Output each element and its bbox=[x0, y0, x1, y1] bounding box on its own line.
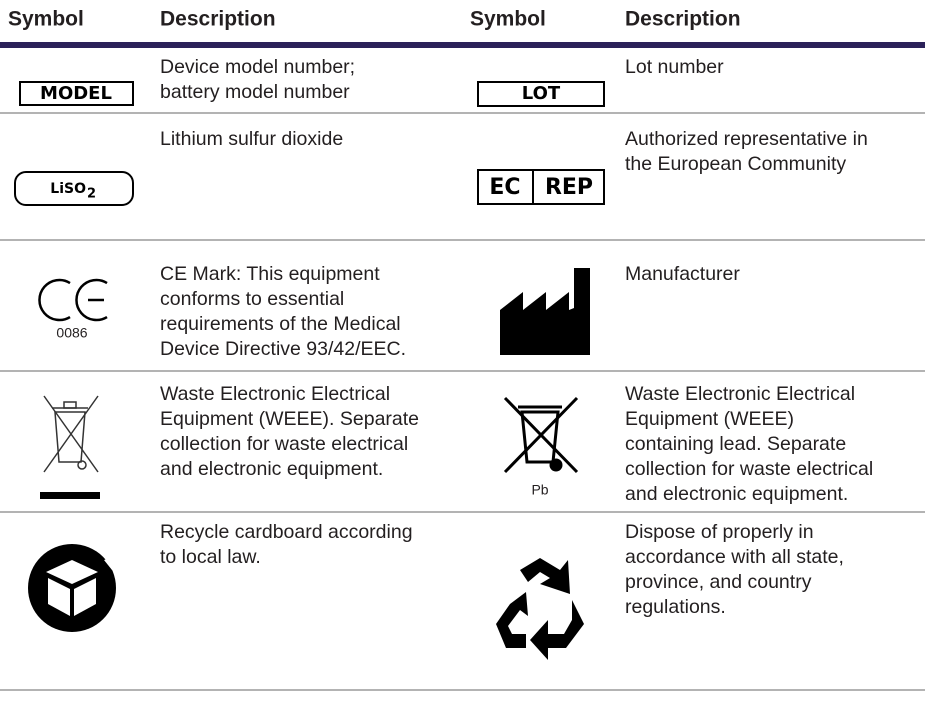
lot-box bbox=[477, 81, 605, 107]
lot-symbol: LOT bbox=[522, 83, 561, 104]
description-line: Device model number; bbox=[160, 56, 355, 78]
description-line: and electronic equipment. bbox=[160, 458, 383, 480]
model-box bbox=[19, 81, 134, 106]
ec-symbol: EC bbox=[489, 175, 520, 200]
weee-bar bbox=[40, 492, 100, 499]
pb-label: Pb bbox=[531, 482, 548, 498]
description-line: the European Community bbox=[625, 153, 846, 175]
weee-pb-icon bbox=[503, 396, 579, 474]
recycle-icon bbox=[496, 558, 584, 660]
description-line: Recycle cardboard according bbox=[160, 521, 413, 543]
description-line: collection for waste electrical bbox=[625, 458, 873, 480]
description-line: and electronic equipment. bbox=[625, 483, 848, 505]
description-line: collection for waste electrical bbox=[160, 433, 408, 455]
liso2-box bbox=[14, 171, 134, 206]
description-line: Waste Electronic Electrical bbox=[625, 383, 855, 405]
ce-number: 0086 bbox=[56, 325, 87, 341]
header-rule bbox=[0, 42, 925, 48]
description-line: province, and country bbox=[625, 571, 812, 593]
weee-icon bbox=[43, 395, 99, 473]
model-symbol: MODEL bbox=[40, 83, 112, 104]
description-line: battery model number bbox=[160, 81, 350, 103]
description-line: Lithium sulfur dioxide bbox=[160, 128, 343, 150]
description-line: Authorized representative in bbox=[625, 128, 868, 150]
header-cell: Symbol bbox=[470, 8, 546, 31]
description-line: Waste Electronic Electrical bbox=[160, 383, 390, 405]
description-line: Device Directive 93/42/EEC. bbox=[160, 338, 406, 360]
rep-symbol: REP bbox=[545, 175, 593, 200]
manufacturer-icon bbox=[500, 268, 590, 355]
header-cell: Symbol bbox=[8, 8, 84, 31]
header-cell: Description bbox=[160, 8, 276, 31]
ecrep-box bbox=[477, 169, 605, 205]
liso-symbol: LiSO bbox=[50, 181, 86, 197]
liso-subscript: 2 bbox=[87, 187, 96, 202]
header-cell: Description bbox=[625, 8, 741, 31]
description-line: Lot number bbox=[625, 56, 724, 78]
description-line: requirements of the Medical bbox=[160, 313, 401, 335]
description-line: Equipment (WEEE) bbox=[625, 408, 794, 430]
description-line: CE Mark: This equipment bbox=[160, 263, 380, 285]
row-rules bbox=[0, 112, 925, 691]
description-line: conforms to essential bbox=[160, 288, 344, 310]
description-line: to local law. bbox=[160, 546, 261, 568]
cardboard-icon bbox=[28, 544, 116, 632]
description-line: Equipment (WEEE). Separate bbox=[160, 408, 419, 430]
description-line: Dispose of properly in bbox=[625, 521, 814, 543]
description-line: containing lead. Separate bbox=[625, 433, 846, 455]
description-line: regulations. bbox=[625, 596, 726, 618]
description-line: accordance with all state, bbox=[625, 546, 844, 568]
ce-mark bbox=[38, 278, 108, 322]
description-line: Manufacturer bbox=[625, 263, 740, 285]
